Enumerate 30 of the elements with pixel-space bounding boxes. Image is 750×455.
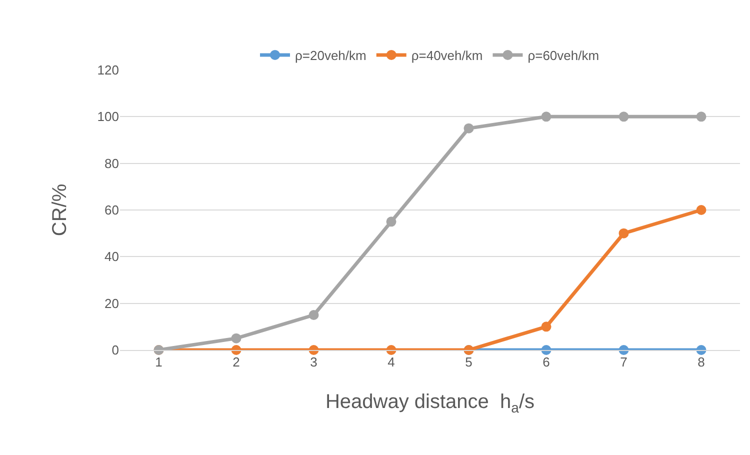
x-tick-label: 2 [232, 354, 240, 370]
x-axis-title: Headway distance h$_{a}$/s [325, 391, 535, 416]
point [541, 112, 552, 122]
point [231, 333, 242, 344]
point [696, 205, 706, 215]
x-tick-label: 3 [310, 354, 318, 370]
point [696, 112, 706, 122]
y-tick-label: 60 [104, 202, 119, 218]
y-tick-label: 20 [104, 296, 119, 311]
x-tick-label: 7 [620, 354, 628, 370]
y-axis-title: CR/% [48, 184, 71, 236]
y-tick-label: 100 [97, 109, 119, 124]
point [386, 216, 396, 227]
legend-label: ρ=40veh/km [411, 48, 483, 64]
x-tick-label: 8 [698, 354, 705, 370]
y-tick-label: 120 [97, 62, 119, 78]
point [464, 123, 474, 134]
point [618, 112, 629, 122]
point [541, 322, 552, 332]
legend-label: ρ=20veh/km [295, 48, 366, 64]
y-tick-label: 80 [104, 156, 119, 171]
legend-label: ρ=60veh/km [528, 48, 600, 64]
point [308, 310, 319, 320]
y-tick-label: 0 [112, 342, 119, 358]
x-tick-label: 6 [542, 354, 550, 370]
point [618, 228, 629, 238]
y-tick-label: 40 [104, 249, 119, 264]
x-tick-label: 5 [465, 354, 472, 370]
x-tick-label: 4 [388, 354, 395, 370]
x-tick-label: 1 [155, 354, 162, 370]
